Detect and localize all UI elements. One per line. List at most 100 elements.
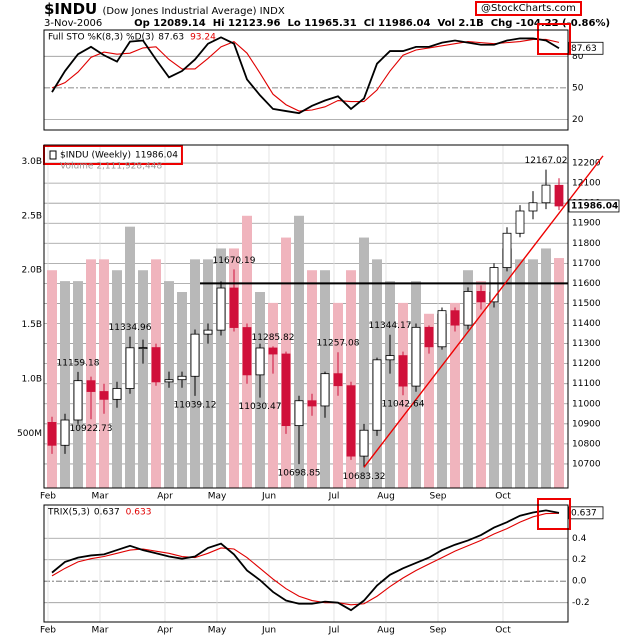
y-tick-label: 11600 [572,279,601,289]
candle-body [268,347,278,355]
volume-bar [385,281,395,488]
volume-bar [437,313,447,488]
candle-body [112,388,122,400]
trend-line [363,155,604,468]
candle-body [242,327,252,376]
title-value: 87.63 [158,33,184,43]
volume-bar [489,292,499,488]
volume-bar [177,292,187,488]
x-tick-label: Feb [40,492,56,502]
date: 3-Nov-2006 [44,18,103,29]
volume-bar [398,302,408,488]
highlight-box [537,23,571,55]
high-label: 11285.82 [252,333,295,343]
highlight-box [537,498,571,530]
x-tick-label: Feb [40,626,56,636]
x-tick-label: Sep [430,626,447,636]
candle-body [398,355,408,387]
hi: Hi [212,18,225,29]
x-tick-label: Mar [92,492,109,502]
x-tick-label: Aug [377,626,395,636]
y-tick-label: 11500 [572,299,601,309]
x-tick-label: Oct [495,492,511,502]
y-tick-label: 10700 [572,459,601,469]
candle-body [255,347,265,376]
title-value: 11986.04 [135,151,178,161]
candle-body [450,310,460,326]
candle-body [476,291,486,303]
y-tick-label: 11100 [572,379,601,389]
volume-legend: Volume 2,111,928,448 [60,162,162,172]
candle-body [502,232,512,268]
panel-frame [43,144,569,489]
candle-body [554,184,564,207]
y-tick-label: 12200 [572,159,601,169]
candle-body [99,391,109,400]
candle-body [424,326,434,348]
low-label: 11030.47 [239,402,282,412]
title-value: 0.633 [126,508,152,518]
y-tick-label: 50 [572,83,584,93]
volume-tick-label: 3.0B [22,157,43,167]
series-line [51,509,560,612]
y-tick-label: 0.0 [572,577,587,587]
volume-bar [112,270,122,488]
cl-value: 11986.04 [377,18,431,29]
candle-body [281,353,291,427]
panel-title: TRIX(5,3) [47,508,90,518]
title-value: 0.637 [94,508,120,518]
y-tick-label: 11700 [572,259,601,269]
series-line [51,512,560,606]
title-value: 93.24 [190,33,216,43]
candle-body [151,347,161,383]
x-tick-label: Oct [495,626,511,636]
volume-tick-label: 2.5B [22,211,43,221]
y-tick-label: 20 [572,115,584,125]
volume-bar [554,258,564,488]
logo: @StockCharts.com [475,1,582,16]
candle-body [164,379,174,383]
x-tick-label: Jul [328,626,340,636]
y-tick-label: 11800 [572,239,601,249]
low-label: 10698.85 [278,469,321,479]
volume-tick-label: 2.0B [22,266,43,276]
last-value: 0.637 [571,508,597,518]
op: Op [134,18,150,29]
high-label: 11257.08 [317,339,360,349]
x-tick-label: May [208,626,227,636]
x-tick-label: Apr [157,626,173,636]
y-tick-label: 12100 [572,179,601,189]
x-tick-label: Aug [377,492,395,502]
candle-body [138,347,148,349]
volume-tick-label: 1.5B [22,320,43,330]
panel-frame [43,29,569,131]
high-label: 11334.96 [109,323,152,333]
lo-value: 11965.31 [304,18,357,29]
x-tick-label: Sep [430,492,447,502]
volume-bar [268,302,278,488]
hi-value: 12123.96 [228,18,281,29]
candle-body [372,359,382,431]
y-tick-label: 0.4 [572,534,587,544]
volume-bar [515,259,525,488]
candle-body [515,210,525,234]
low-label: 11042.64 [382,400,425,410]
volume-bar [463,270,473,488]
candle-body [294,400,304,427]
y-tick-label: 11400 [572,319,601,329]
header-symbol: $INDU (Dow Jones Industrial Average) IND… [44,0,285,18]
volume-bar [528,259,538,488]
candle-body [190,333,200,377]
panel-title: $INDU (Weekly) [60,151,131,161]
last-value-box [568,199,620,213]
volume-bar [229,248,239,488]
x-tick-label: May [208,492,227,502]
symbol-name: (Dow Jones Industrial Average) INDX [102,6,285,17]
lo: Lo [287,18,301,29]
y-tick-label: 0.2 [572,555,586,565]
series-line [51,38,560,112]
last-value: 87.63 [571,44,597,54]
volume-bar [86,259,96,488]
candle-icon [49,150,57,160]
volume-bar [502,248,512,488]
